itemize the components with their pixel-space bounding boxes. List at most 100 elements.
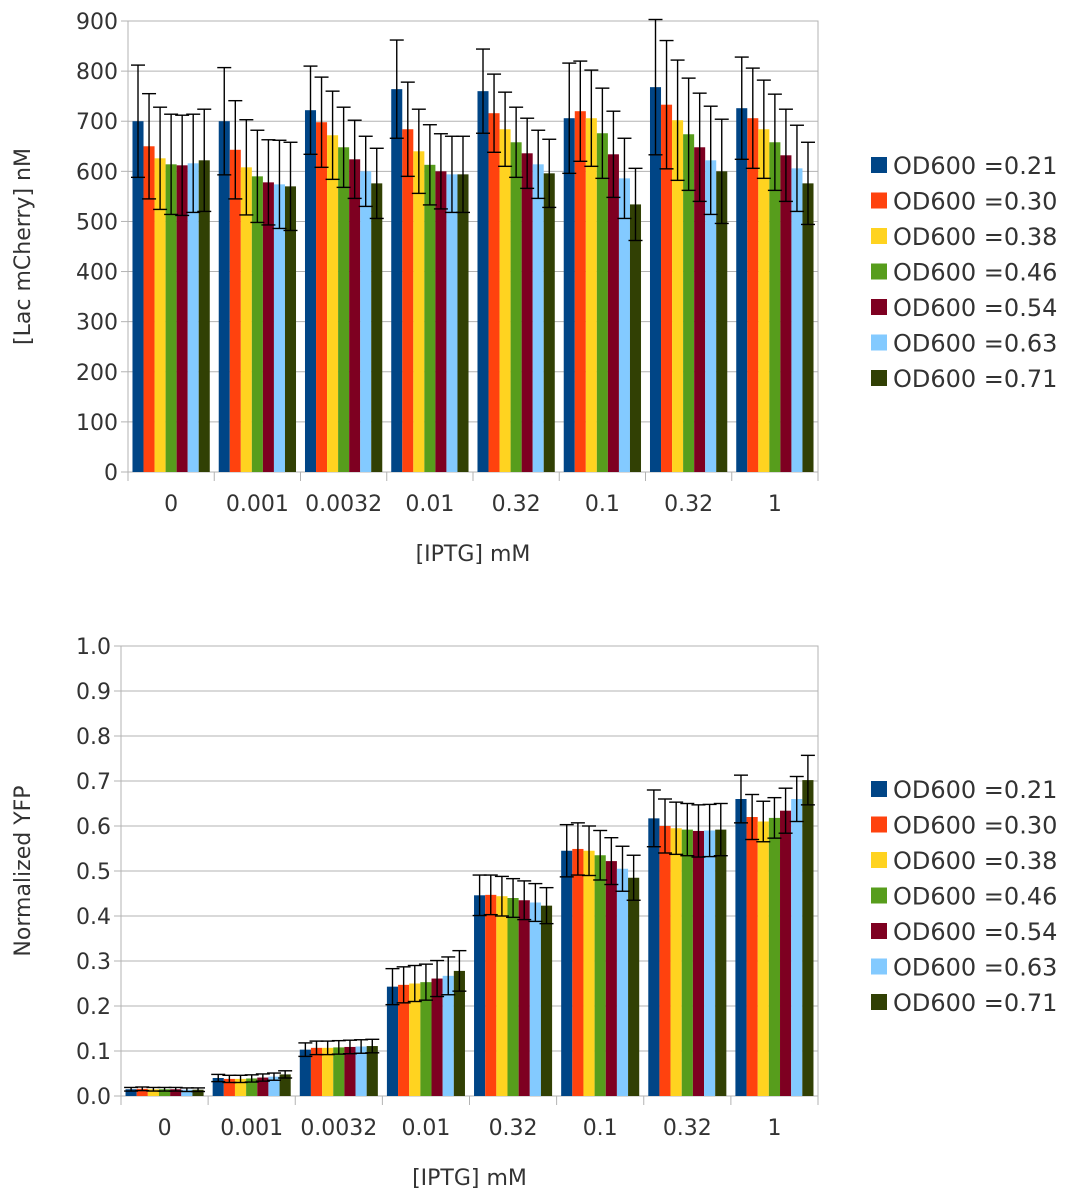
error-bar bbox=[418, 963, 433, 1001]
error-bar bbox=[385, 967, 400, 1006]
legend-swatch bbox=[871, 192, 887, 209]
bar bbox=[735, 799, 747, 1096]
x-tick-label: 0.32 bbox=[663, 1116, 712, 1141]
error-bar bbox=[498, 91, 513, 168]
bar bbox=[273, 184, 285, 472]
bar bbox=[132, 121, 144, 472]
bar bbox=[413, 151, 425, 473]
bar bbox=[223, 1078, 235, 1096]
legend-label: OD600 =0.54 bbox=[893, 294, 1057, 322]
bar bbox=[499, 129, 511, 473]
error-bar bbox=[659, 39, 674, 170]
error-bar bbox=[244, 1074, 259, 1083]
bar bbox=[386, 986, 399, 1096]
bar bbox=[649, 87, 662, 472]
error-bar bbox=[756, 79, 771, 180]
bar bbox=[435, 171, 447, 473]
bar bbox=[349, 159, 361, 472]
y-tick-label: 700 bbox=[76, 110, 118, 135]
error-bar bbox=[573, 60, 588, 163]
error-bar bbox=[255, 1073, 270, 1082]
bar bbox=[704, 830, 716, 1096]
bar bbox=[746, 817, 758, 1096]
bar bbox=[218, 121, 230, 472]
bar bbox=[391, 89, 403, 472]
error-bar bbox=[767, 796, 782, 839]
bar bbox=[212, 1078, 224, 1096]
legend-label: OD600 =0.54 bbox=[893, 918, 1057, 946]
y-tick-label: 0.1 bbox=[76, 1040, 111, 1065]
bar bbox=[521, 153, 533, 472]
bar bbox=[322, 1047, 334, 1096]
error-bar bbox=[756, 800, 771, 843]
error-bar bbox=[430, 959, 445, 998]
bar bbox=[355, 1046, 367, 1096]
error-bar bbox=[703, 105, 718, 216]
bar bbox=[670, 828, 682, 1096]
y-tick-label: 0.9 bbox=[76, 680, 111, 705]
error-bar bbox=[494, 875, 509, 917]
bar bbox=[338, 147, 350, 472]
bar bbox=[398, 984, 410, 1096]
y-tick-label: 0.2 bbox=[76, 995, 111, 1020]
error-bar bbox=[422, 124, 437, 206]
x-tick-label: 1 bbox=[768, 492, 782, 517]
error-bar bbox=[211, 1073, 226, 1083]
bar bbox=[543, 173, 555, 473]
y-tick-label: 0 bbox=[104, 461, 118, 486]
error-bar bbox=[347, 119, 362, 200]
error-bar bbox=[789, 124, 804, 213]
bar bbox=[594, 855, 606, 1096]
bar bbox=[442, 975, 454, 1096]
bar bbox=[453, 970, 465, 1096]
error-bar bbox=[778, 108, 793, 203]
legend-label: OD600 =0.30 bbox=[893, 188, 1057, 216]
bar bbox=[420, 982, 432, 1096]
error-bar bbox=[733, 774, 748, 824]
error-bar bbox=[767, 93, 782, 192]
x-tick-label: 0 bbox=[164, 492, 178, 517]
error-bar bbox=[365, 1038, 380, 1054]
bar bbox=[409, 983, 421, 1096]
error-bar bbox=[314, 76, 329, 169]
bar bbox=[310, 1047, 323, 1096]
bar bbox=[532, 164, 544, 472]
error-bar bbox=[303, 65, 318, 155]
error-bar bbox=[153, 106, 168, 211]
error-bar bbox=[266, 1072, 281, 1081]
bar bbox=[284, 186, 297, 472]
error-bar bbox=[272, 139, 287, 230]
legend-label: OD600 =0.46 bbox=[893, 883, 1057, 911]
legend-swatch bbox=[871, 299, 887, 315]
bar bbox=[158, 1089, 171, 1096]
error-bar bbox=[441, 956, 456, 996]
bar bbox=[165, 164, 177, 472]
bar bbox=[246, 1078, 258, 1096]
bar bbox=[431, 978, 443, 1096]
bar bbox=[563, 118, 575, 473]
error-bar bbox=[562, 62, 577, 175]
x-tick-label: 0.32 bbox=[492, 492, 541, 517]
bar bbox=[187, 163, 199, 472]
y-tick-label: 0.3 bbox=[76, 950, 111, 975]
bar bbox=[648, 818, 660, 1096]
error-bar bbox=[369, 147, 384, 220]
error-bar bbox=[142, 92, 157, 200]
bar bbox=[583, 850, 595, 1096]
bar bbox=[304, 110, 317, 472]
bar bbox=[607, 154, 619, 472]
bar bbox=[694, 147, 706, 472]
error-bar bbox=[617, 137, 632, 220]
legend-label: OD600 =0.71 bbox=[893, 989, 1057, 1017]
error-bar bbox=[778, 787, 793, 834]
legend-swatch bbox=[871, 370, 887, 386]
error-bar bbox=[358, 135, 373, 208]
error-bar bbox=[131, 64, 146, 179]
bar bbox=[198, 160, 210, 472]
error-bar bbox=[433, 133, 448, 210]
x-tick-label: 0.0032 bbox=[305, 492, 382, 517]
error-bar bbox=[702, 803, 717, 858]
bar bbox=[769, 142, 781, 472]
x-axis-title: [IPTG] mM bbox=[412, 1166, 527, 1191]
bar bbox=[477, 91, 489, 473]
